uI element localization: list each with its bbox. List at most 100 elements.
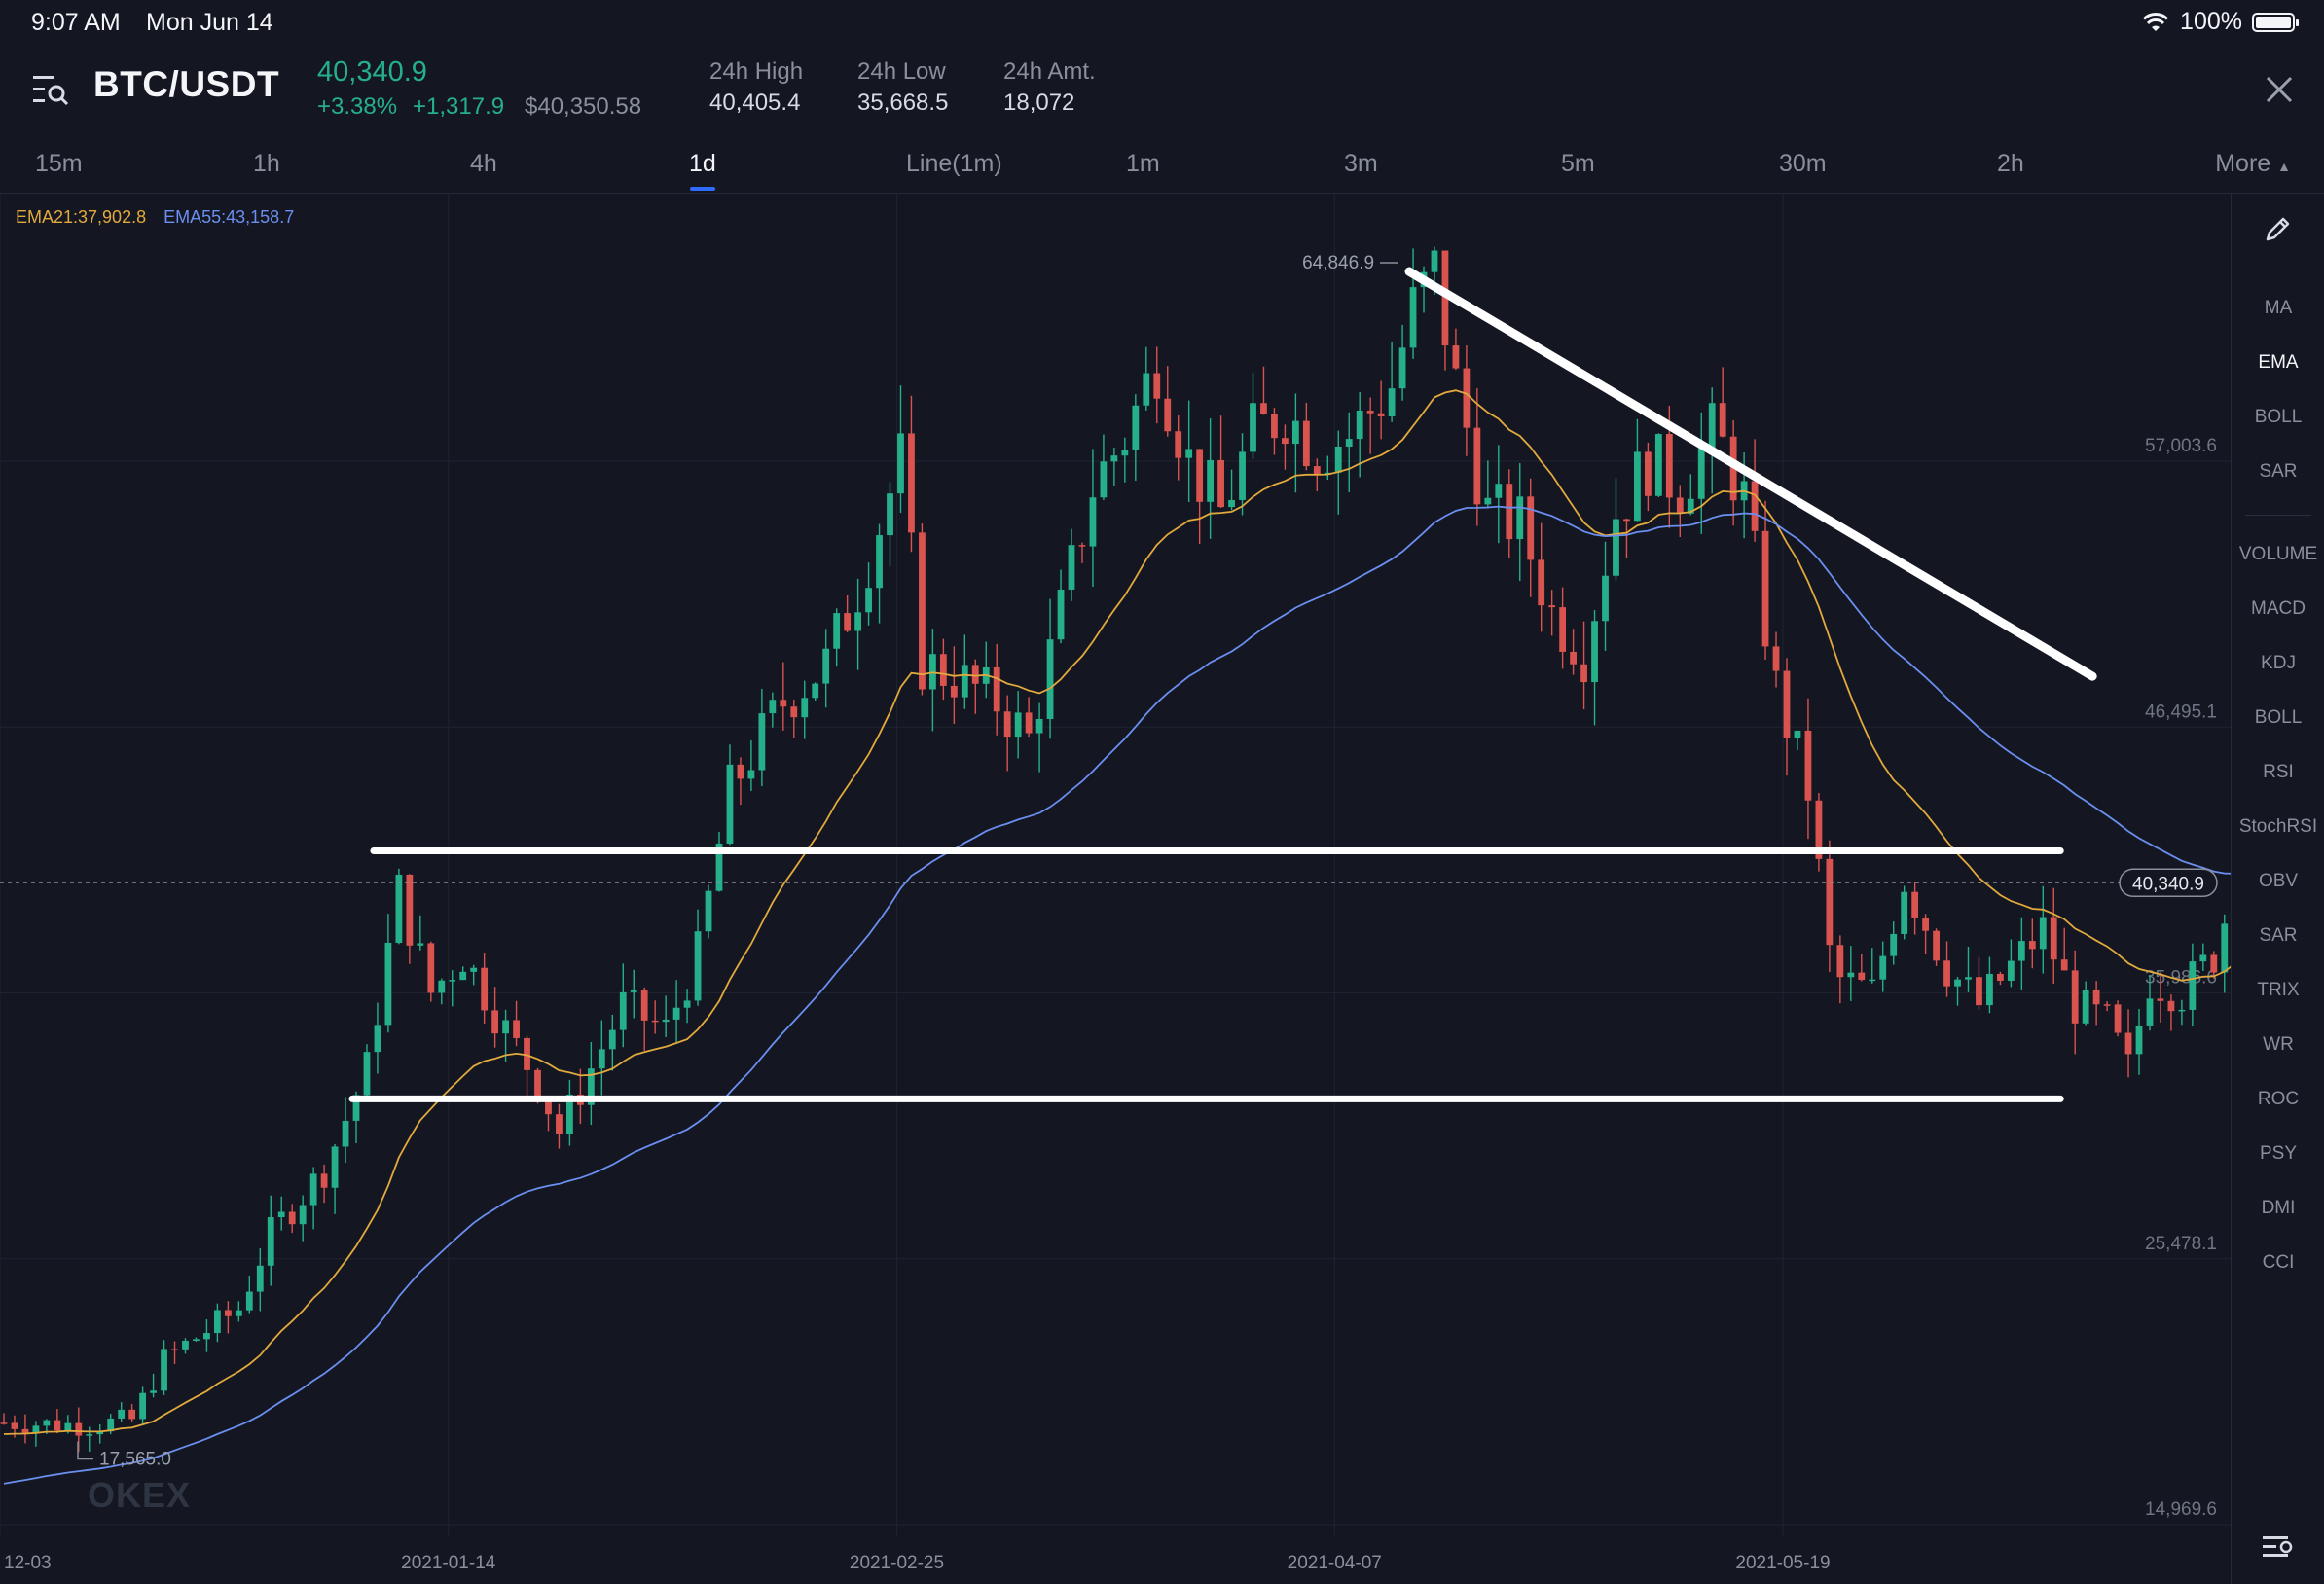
- indicator-sub-sar[interactable]: SAR: [2259, 925, 2298, 946]
- candle-body: [876, 535, 883, 589]
- indicator-main-ema[interactable]: EMA: [2258, 352, 2299, 373]
- pencil-icon[interactable]: [2263, 213, 2294, 244]
- ema55-legend: EMA55:43,158.7: [163, 207, 295, 227]
- chart-area[interactable]: 57,003.6 46,495.1 35,986.6 25,478.1 14,969.6…: [0, 194, 2231, 1584]
- x-tick-label: 2021-05-19: [1735, 1553, 1830, 1573]
- indicator-sub-boll[interactable]: BOLL: [2254, 707, 2303, 728]
- candle-body: [171, 1349, 178, 1350]
- candle-body: [1847, 972, 1855, 978]
- tab-1m[interactable]: 1m: [1126, 150, 1160, 177]
- candle-body: [971, 665, 979, 684]
- candle-body: [1858, 972, 1866, 981]
- candle-body: [1591, 621, 1598, 683]
- candle-body: [1207, 459, 1215, 502]
- change-percent: +3.38%: [317, 93, 398, 120]
- tab-4h[interactable]: 4h: [470, 150, 497, 177]
- candle-body: [214, 1310, 221, 1334]
- indicator-sub-stochrsi[interactable]: StochRSI: [2238, 816, 2318, 837]
- candle-body: [1441, 250, 1449, 346]
- x-tick-label: 2021-01-14: [401, 1553, 496, 1573]
- tab-5m[interactable]: 5m: [1561, 150, 1595, 177]
- candle-body: [1143, 373, 1150, 406]
- candle-body: [908, 433, 915, 533]
- candle-body: [897, 433, 904, 494]
- candle-body: [1826, 858, 1834, 946]
- candle-body: [224, 1310, 232, 1316]
- tab-3m[interactable]: 3m: [1344, 150, 1378, 177]
- indicator-sub-roc[interactable]: ROC: [2257, 1089, 2300, 1109]
- indicator-divider: [2245, 515, 2311, 516]
- candlestick-chart[interactable]: 57,003.6 46,495.1 35,986.6 25,478.1 14,969.6…: [0, 194, 2231, 1584]
- indicator-main-sar[interactable]: SAR: [2259, 461, 2298, 482]
- indicator-sub-trix[interactable]: TRIX: [2257, 980, 2300, 1000]
- candle-body: [1954, 979, 1961, 987]
- candle-body: [524, 1037, 530, 1070]
- candle-body: [545, 1098, 552, 1115]
- candle-body: [619, 991, 627, 1030]
- caret-up-icon: ▲: [2277, 159, 2291, 174]
- indicator-sub-rsi[interactable]: RSI: [2263, 762, 2294, 782]
- candle-body: [1217, 459, 1224, 508]
- tab-15m[interactable]: 15m: [35, 150, 83, 177]
- candle-body: [844, 613, 852, 631]
- stat-value: 40,405.4: [709, 90, 801, 116]
- candle-body: [1046, 639, 1054, 720]
- indicator-sub-wr[interactable]: WR: [2263, 1034, 2294, 1055]
- candle-body: [812, 683, 819, 699]
- indicator-sub-dmi[interactable]: DMI: [2261, 1198, 2296, 1218]
- candle-body: [1976, 977, 1982, 1006]
- tab-2h[interactable]: 2h: [1997, 150, 2024, 177]
- candle-body: [534, 1069, 541, 1098]
- candle-body: [758, 713, 766, 771]
- indicator-sub-kdj[interactable]: KDJ: [2261, 653, 2296, 673]
- candle-body: [118, 1409, 126, 1419]
- chart-settings-icon[interactable]: [2261, 1531, 2296, 1561]
- candle-body: [150, 1390, 157, 1393]
- candle-body: [1345, 439, 1353, 448]
- status-right: 100%: [2141, 8, 2299, 36]
- candle-body: [1751, 481, 1759, 531]
- candle-body: [919, 532, 926, 690]
- candle-body: [2092, 990, 2100, 1005]
- candle-body: [2157, 998, 2164, 1001]
- stat-label: 24h Amt.: [1003, 58, 1096, 85]
- candle-body: [0, 1422, 8, 1424]
- candle-body: [395, 874, 403, 943]
- candle-body: [2114, 1004, 2122, 1033]
- tab-1h[interactable]: 1h: [253, 150, 280, 177]
- candle-body: [630, 990, 637, 992]
- more-button[interactable]: More ▲: [2215, 150, 2291, 178]
- menu-search-icon[interactable]: [33, 72, 70, 107]
- more-label: More: [2215, 150, 2271, 177]
- candle-body: [1815, 800, 1823, 859]
- candle-body: [1239, 451, 1246, 500]
- candle-body: [86, 1434, 93, 1436]
- candle-body: [1132, 405, 1140, 450]
- candle-body: [139, 1392, 147, 1420]
- status-bar: 9:07 AM Mon Jun 14 100%: [0, 0, 2324, 45]
- indicator-main-ma[interactable]: MA: [2264, 298, 2293, 318]
- indicator-sub-psy[interactable]: PSY: [2259, 1143, 2298, 1164]
- candle-body: [2146, 998, 2154, 1026]
- indicator-sub-obv[interactable]: OBV: [2258, 871, 2299, 891]
- candle-body: [21, 1428, 29, 1434]
- indicator-sub-cci[interactable]: CCI: [2262, 1252, 2295, 1273]
- status-date: Mon Jun 14: [146, 9, 273, 36]
- candle-body: [2039, 917, 2047, 950]
- candle-body: [1078, 545, 1086, 547]
- candle-body: [1997, 973, 2004, 981]
- trading-pair[interactable]: BTC/USDT: [93, 64, 280, 104]
- candle-body: [256, 1265, 264, 1292]
- stat-value: 35,668.5: [857, 90, 949, 116]
- indicator-sub-macd[interactable]: MACD: [2251, 598, 2306, 619]
- tab-line-1m[interactable]: Line(1m): [906, 150, 1002, 177]
- candle-body: [182, 1340, 189, 1350]
- tab-1d[interactable]: 1d: [689, 150, 716, 177]
- candle-body: [1271, 414, 1278, 439]
- close-icon[interactable]: [2264, 74, 2295, 105]
- indicator-sub-volume[interactable]: VOLUME: [2238, 544, 2318, 564]
- tab-30m[interactable]: 30m: [1779, 150, 1827, 177]
- candle-body: [1570, 651, 1577, 665]
- indicator-main-boll[interactable]: BOLL: [2254, 407, 2303, 427]
- candle-body: [459, 971, 467, 981]
